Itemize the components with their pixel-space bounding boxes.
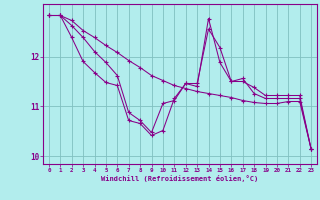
- X-axis label: Windchill (Refroidissement éolien,°C): Windchill (Refroidissement éolien,°C): [101, 175, 259, 182]
